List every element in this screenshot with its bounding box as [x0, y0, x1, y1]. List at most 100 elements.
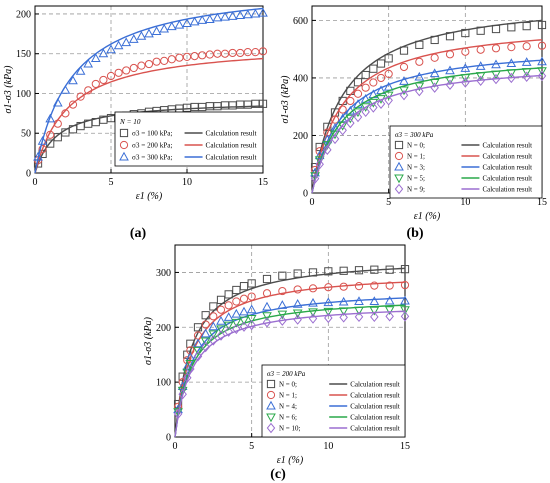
- legend-fit-label: Calculation result: [482, 175, 532, 183]
- data-point: [475, 61, 486, 70]
- data-point: [522, 71, 531, 82]
- data-point: [376, 73, 386, 83]
- data-point: [45, 113, 56, 123]
- data-point: [137, 61, 146, 70]
- data-point: [339, 312, 348, 323]
- data-point: [212, 12, 223, 22]
- data-point: [151, 26, 162, 35]
- data-point: [185, 359, 196, 369]
- data-point: [308, 297, 318, 307]
- data-point: [193, 323, 203, 332]
- data-point: [223, 312, 234, 321]
- fit-line-1: [174, 267, 406, 438]
- data-point: [385, 311, 394, 322]
- data-point: [186, 363, 195, 375]
- data-point: [324, 312, 333, 324]
- data-point: [292, 309, 303, 319]
- data-point: [216, 295, 226, 304]
- x-tick-label: 0: [173, 441, 178, 452]
- data-point: [507, 43, 516, 52]
- legend-title: σ3 = 200 kPa: [267, 370, 306, 378]
- y-axis-label: σ1-σ3 (kPa): [143, 316, 154, 365]
- data-point: [507, 72, 516, 84]
- data-point: [445, 32, 455, 41]
- data-point: [174, 19, 185, 29]
- data-point: [323, 144, 332, 156]
- data-point: [220, 11, 230, 21]
- data-point: [346, 117, 355, 129]
- data-point: [338, 105, 347, 114]
- data-point: [399, 89, 409, 101]
- data-point: [384, 295, 395, 305]
- x-axis-label: ε1 (%): [277, 455, 304, 466]
- data-point: [308, 308, 318, 318]
- fit-line-5: [174, 310, 406, 438]
- legend-marker: [266, 400, 276, 410]
- y-axis-label: σ1-σ3 (kPa): [280, 75, 291, 124]
- data-point: [323, 122, 332, 131]
- x-tick-label: 15: [400, 441, 410, 452]
- data-point: [330, 130, 340, 140]
- data-point: [430, 53, 439, 62]
- data-point: [491, 73, 501, 85]
- data-point: [228, 48, 237, 58]
- data-point: [339, 266, 348, 275]
- legend-title: N = 10: [119, 118, 141, 126]
- data-point: [338, 296, 349, 306]
- data-point: [537, 70, 547, 82]
- data-point: [491, 44, 501, 53]
- data-point: [308, 284, 318, 293]
- data-point: [262, 274, 272, 284]
- fit-line-3: [311, 59, 543, 194]
- data-point: [293, 269, 302, 278]
- data-point: [114, 68, 123, 77]
- x-axis-label: ε1 (%): [136, 191, 163, 202]
- data-point: [522, 42, 531, 51]
- y-axis-label: σ1-σ3 (kPa): [3, 65, 14, 114]
- data-point: [144, 28, 154, 38]
- data-point: [354, 296, 364, 306]
- data-point: [322, 141, 333, 150]
- legend-series-name: N = 5;: [407, 175, 425, 183]
- legend-fit-label: Calculation result: [350, 425, 400, 433]
- legend-fit-label: Calculation result: [482, 142, 532, 150]
- data-point: [239, 321, 249, 332]
- data-point: [53, 119, 62, 128]
- data-point: [370, 281, 379, 290]
- data-point: [106, 44, 116, 54]
- data-point: [193, 346, 203, 356]
- data-point: [376, 59, 386, 68]
- panel-label-a: (a): [130, 226, 147, 241]
- data-point: [491, 24, 501, 34]
- data-point: [37, 135, 48, 145]
- data-point: [227, 11, 238, 20]
- data-point: [338, 307, 349, 317]
- legend-series-name: N = 0;: [407, 142, 425, 150]
- data-point: [399, 62, 409, 72]
- data-point: [247, 319, 256, 331]
- chart-panel-c: 0 5 10 15 0 100 200 300 ε1 (%) σ1-σ3 (kPa) σ3 = 20…: [143, 244, 410, 466]
- data-point: [521, 68, 532, 77]
- y-tick-label: 0: [26, 169, 31, 180]
- data-point: [353, 89, 363, 98]
- data-point: [522, 22, 531, 31]
- data-point: [228, 101, 237, 110]
- data-point: [400, 280, 410, 290]
- fit-line-5: [311, 74, 543, 194]
- legend-marker: [119, 140, 129, 150]
- data-point: [354, 282, 364, 291]
- data-point: [91, 79, 100, 89]
- legend-marker: [266, 379, 276, 389]
- data-point: [314, 150, 325, 160]
- data-point: [384, 306, 395, 315]
- data-point: [136, 30, 147, 40]
- data-point: [461, 28, 470, 38]
- x-tick-label: 10: [460, 197, 470, 208]
- legend-title: σ3 = 300 kPa: [395, 131, 434, 139]
- data-point: [338, 125, 347, 136]
- data-point: [98, 48, 109, 58]
- data-point: [369, 78, 378, 87]
- y-tick-label: 0: [303, 189, 308, 200]
- data-point: [258, 7, 268, 17]
- data-point: [491, 59, 501, 69]
